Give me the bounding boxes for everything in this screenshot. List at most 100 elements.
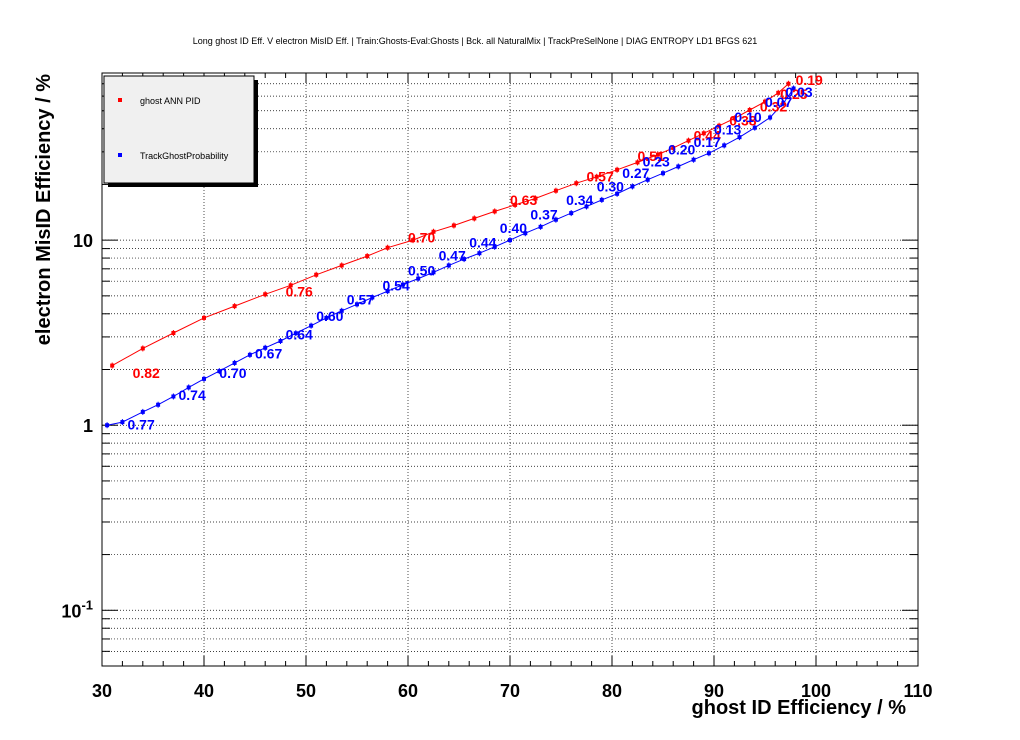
data-point	[263, 345, 268, 350]
legend: ghost ANN PID TrackGhostProbability	[103, 75, 258, 187]
series-0	[110, 80, 791, 369]
data-point	[645, 177, 650, 182]
data-point	[768, 115, 773, 120]
x-tick-label: 70	[500, 681, 520, 701]
data-point	[202, 376, 206, 381]
x-tick-label: 60	[398, 681, 418, 701]
data-label: 0.77	[128, 416, 155, 432]
data-point	[553, 188, 558, 193]
data-label: 0.82	[133, 365, 160, 381]
data-point	[202, 315, 206, 320]
data-point	[232, 360, 237, 365]
data-point	[217, 369, 222, 374]
data-label: 0.63	[510, 192, 537, 208]
data-point	[686, 138, 691, 143]
data-label: 0.20	[668, 142, 695, 158]
data-label: 0.25	[780, 86, 807, 102]
data-label: 0.34	[566, 192, 593, 208]
data-point	[385, 289, 390, 294]
data-label: 0.57	[587, 168, 614, 184]
data-point	[400, 282, 405, 287]
data-label: 0.76	[286, 284, 313, 300]
series-1	[105, 85, 796, 429]
data-point	[492, 209, 497, 214]
data-point	[661, 171, 665, 176]
data-point	[615, 191, 620, 196]
data-point	[120, 420, 125, 425]
y-tick-labels: 10 1 10-1	[61, 231, 93, 621]
legend-label-ghost-ann-pid: ghost ANN PID	[140, 96, 201, 106]
data-point	[278, 339, 283, 344]
data-point	[288, 283, 293, 288]
y-tick-label: 10-1	[61, 597, 93, 621]
data-point	[574, 181, 579, 186]
data-label: 0.19	[796, 72, 823, 88]
data-label: 0.57	[347, 291, 374, 307]
data-point	[538, 224, 543, 229]
data-point	[263, 292, 268, 297]
data-point	[451, 223, 456, 228]
data-point	[763, 99, 767, 104]
series-line	[107, 88, 795, 426]
x-tick-label: 40	[194, 681, 214, 701]
data-label: 0.50	[408, 262, 435, 278]
data-point	[752, 125, 757, 130]
data-point	[776, 90, 781, 95]
data-label: 0.03	[785, 84, 812, 100]
x-tick-label: 80	[602, 681, 622, 701]
data-label: 0.37	[530, 207, 557, 223]
x-tick-label: 110	[903, 681, 932, 701]
data-point	[533, 196, 538, 201]
data-point	[553, 217, 558, 222]
data-point	[477, 251, 482, 256]
data-point	[786, 81, 791, 86]
data-label: 0.23	[643, 153, 670, 169]
data-point	[309, 323, 314, 328]
data-label: 0.38	[729, 112, 756, 128]
data-point	[569, 211, 574, 216]
data-point	[671, 145, 676, 150]
data-point	[411, 238, 416, 243]
legend-marker-ghost-ann-pid	[118, 98, 122, 102]
data-point	[594, 174, 599, 179]
data-point	[293, 331, 298, 336]
data-label: 0.60	[316, 308, 343, 324]
x-tick-label: 30	[92, 681, 112, 701]
data-label: 0.51	[638, 148, 665, 164]
data-point	[171, 394, 176, 399]
data-label: 0.67	[255, 345, 282, 361]
data-point	[635, 160, 640, 165]
legend-marker-track-ghost-probability	[118, 153, 122, 157]
data-point	[171, 330, 176, 335]
x-tick-label: 100	[801, 681, 831, 701]
data-point	[370, 295, 375, 300]
data-point	[339, 263, 344, 268]
data-point	[365, 254, 370, 259]
data-point	[722, 143, 727, 148]
legend-box	[103, 75, 255, 184]
data-labels: 0.82 0.76 0.70 0.63 0.57 0.51 0.44 0.380.320.25…	[128, 72, 824, 432]
y-tick-label: 10	[73, 231, 93, 251]
data-point	[105, 423, 110, 428]
data-label: 0.64	[286, 327, 313, 343]
data-label: 0.32	[760, 99, 787, 115]
data-point	[416, 276, 421, 281]
data-label: 0.47	[439, 248, 466, 264]
data-point	[247, 352, 252, 357]
data-point	[676, 164, 681, 169]
data-point	[339, 308, 344, 313]
data-point	[513, 202, 518, 207]
data-label: 0.27	[622, 165, 649, 181]
data-point	[630, 184, 635, 189]
data-label: 0.10	[734, 109, 761, 125]
data-point	[462, 257, 467, 262]
data-point	[781, 101, 786, 106]
x-tick-label: 90	[704, 681, 724, 701]
data-point	[324, 315, 329, 320]
data-point	[446, 263, 451, 268]
data-point	[615, 167, 620, 172]
data-point	[186, 385, 191, 390]
data-point	[508, 238, 512, 243]
data-label: 0.07	[765, 94, 792, 110]
